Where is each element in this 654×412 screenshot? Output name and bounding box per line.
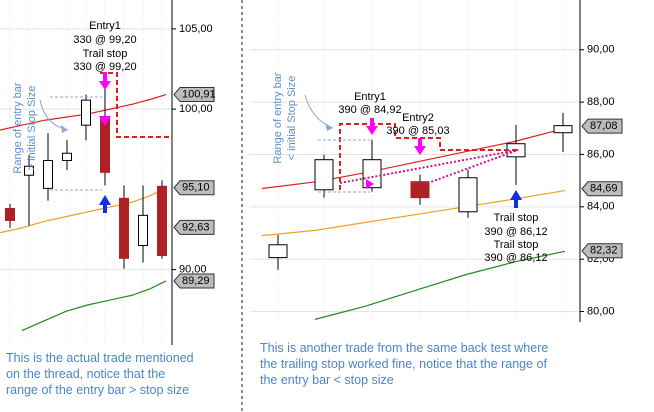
candle-body [43,159,53,189]
price-tag-label: 84,69 [590,183,618,195]
candle-body [81,99,91,126]
price-tag [173,219,215,235]
stop-line [100,72,172,138]
entry-arrow [99,81,111,90]
candle-body [5,207,15,221]
candle-body [100,117,110,173]
y-tick-label: 90,00 [587,44,615,56]
price-tag [173,273,215,289]
annotation: Trail stop [494,239,539,251]
price-tag-label: 87,08 [590,120,618,132]
stop-arrow [99,195,111,205]
annotation: Trail stop [83,48,128,60]
y-tick-label: 90,00 [179,263,207,275]
price-tag [581,118,623,134]
side-note: < initial Stop Size [286,76,298,161]
indicator-line [21,280,167,332]
note-arrowhead [61,125,68,133]
indicator-line [0,187,167,234]
y-tick-label: 105,00 [179,23,213,35]
price-tag [173,180,215,196]
annotation: 330 @ 99,20 [73,61,136,73]
y-tick-label: 86,00 [587,148,615,160]
annotation: 390 @ 86,12 [484,226,547,238]
price-tag [173,87,215,103]
y-tick-label: 100,00 [179,103,213,115]
annotation: Entry2 [402,112,434,124]
annotation: Entry1 [354,91,386,103]
y-tick-label: 84,00 [587,201,615,213]
caption: This is the actual trade mentioned [6,351,194,365]
annotation: 390 @ 86,12 [484,252,547,264]
candle-body [458,177,478,213]
caption: on the thread, notice that the [6,367,165,381]
candle-body [62,152,72,161]
entry-arrow [103,72,107,82]
side-note: > initial Stop Size [26,86,38,171]
side-note: Range of entry bar [272,72,284,163]
annotation: 390 @ 84,92 [338,104,401,116]
price-tag-label: 95,10 [182,182,210,194]
candle-body [119,197,129,259]
entry-marker [366,179,374,189]
entry-arrow [366,126,378,135]
y-tick-label: 80,00 [587,305,615,317]
note-arrow [304,94,334,129]
annotation: 330 @ 99,20 [73,34,136,46]
side-note: Range of entry bar [12,82,24,173]
caption: the entry bar < stop size [260,373,394,387]
note-arrowhead [325,123,333,131]
y-tick-label: 88,00 [587,96,615,108]
candle-body [553,125,573,134]
stop-arrow [510,190,522,200]
stop-arrow [514,199,518,208]
entry-arrow [418,138,422,147]
annotation: Trail stop [494,212,539,224]
candle-body [410,181,430,199]
caption: range of the entry bar > stop size [6,383,189,397]
price-tag-label: 100,91 [182,88,216,100]
note-arrow [39,99,69,131]
price-tag-label: 92,63 [182,221,210,233]
entry-link [419,149,519,187]
entry-marker [99,116,111,126]
entry-arrow [370,118,374,127]
entry-arrow [414,146,426,155]
indicator-line [314,250,566,320]
stop-arrow [103,204,107,213]
caption: This is another trade from the same back… [260,341,548,355]
candle-body [24,165,34,176]
price-tag-label: 82,32 [590,245,618,257]
candle-body [138,214,148,247]
chart-panel: 105,00 100,00 90,00 [0,0,213,345]
candle-body [314,159,334,191]
price-tag [581,243,623,259]
caption: the trailing stop worked fine, notice th… [260,357,548,371]
candle-body [268,244,288,259]
candle-body [157,185,167,256]
stop-line [339,123,520,190]
price-tag [581,181,623,197]
annotation: 390 @ 85,03 [386,125,449,137]
annotation: Entry1 [89,20,121,32]
price-tag-label: 89,29 [182,275,210,287]
